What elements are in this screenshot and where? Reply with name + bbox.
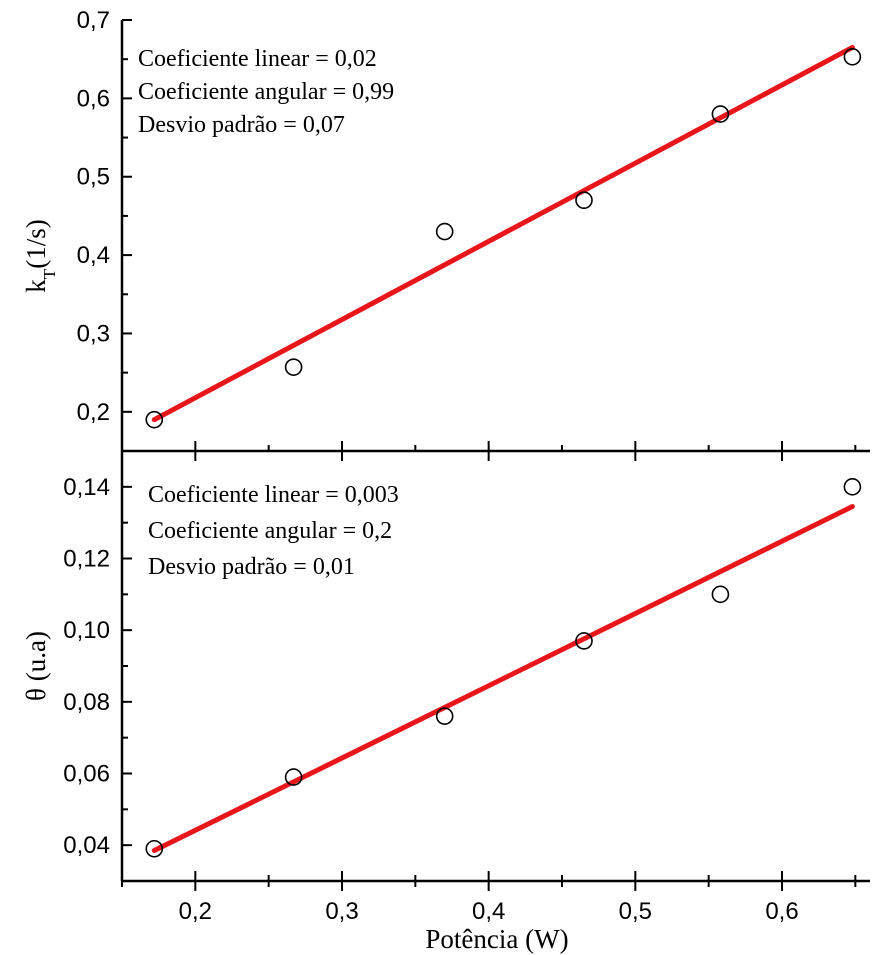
top-data-point: [284, 358, 303, 376]
bottom-x-tick-label: 0,2: [179, 898, 212, 925]
bottom-data-point: [145, 839, 164, 858]
bottom-fit-line: [151, 504, 855, 854]
bottom-data-point: [843, 478, 862, 496]
top-annotation: Coeficiente angular = 0,99: [138, 79, 394, 105]
bottom-annotation: Coeficiente linear = 0,003: [148, 482, 399, 508]
bottom-y-tick-label: 0,06: [63, 761, 110, 788]
top-data-point: [575, 191, 593, 210]
top-fit-line: [151, 44, 855, 423]
top-data-point: [843, 48, 862, 66]
bottom-data-point: [575, 632, 593, 650]
top-annotation: Desvio padrão = 0,07: [138, 112, 345, 138]
top-data-point: [145, 410, 164, 429]
top-panel: 0,2 0,3 0,4 0,5 0,6 0,7 Coeficiente linear = 0…: [21, 7, 870, 461]
top-annotation: Coeficiente linear = 0,02: [138, 46, 377, 72]
top-y-tick-label: 0,3: [77, 320, 110, 347]
bottom-y-tick-label: 0,04: [63, 832, 110, 859]
bottom-x-tick-label: 0,6: [765, 898, 798, 925]
bottom-y-tick-label: 0,14: [63, 474, 110, 501]
top-data-point: [711, 105, 730, 123]
bottom-y-tick-label: 0,12: [63, 546, 110, 573]
bottom-x-tick-label: 0,5: [619, 898, 652, 925]
top-y-tick-label: 0,2: [77, 399, 110, 426]
bottom-data-point: [711, 585, 730, 604]
x-axis-title: Potência (W): [425, 924, 568, 954]
bottom-y-tick-label: 0,10: [63, 617, 110, 644]
bottom-x-tick-label: 0,3: [325, 898, 358, 925]
top-data-point: [435, 222, 454, 241]
bottom-y-axis-title: θ (u.a): [21, 631, 51, 701]
top-y-axis-title: kT(1/s): [21, 219, 59, 292]
bottom-data-point: [435, 707, 454, 725]
bottom-panel: 0,04 0,06 0,08 0,10 0,12 0,14 0,2 0,3 0,4 0,5 0,6 C…: [21, 451, 870, 925]
bottom-x-tick-label: 0,4: [472, 898, 505, 925]
top-y-tick-label: 0,5: [77, 164, 110, 191]
top-y-tick-label: 0,4: [77, 242, 110, 269]
bottom-annotation: Coeficiente angular = 0,2: [148, 518, 392, 544]
top-y-tick-label: 0,6: [77, 85, 110, 112]
bottom-y-tick-label: 0,08: [63, 689, 110, 716]
bottom-data-point: [284, 768, 303, 786]
top-y-tick-label: 0,7: [77, 7, 110, 34]
bottom-annotation: Desvio padrão = 0,01: [148, 554, 355, 580]
